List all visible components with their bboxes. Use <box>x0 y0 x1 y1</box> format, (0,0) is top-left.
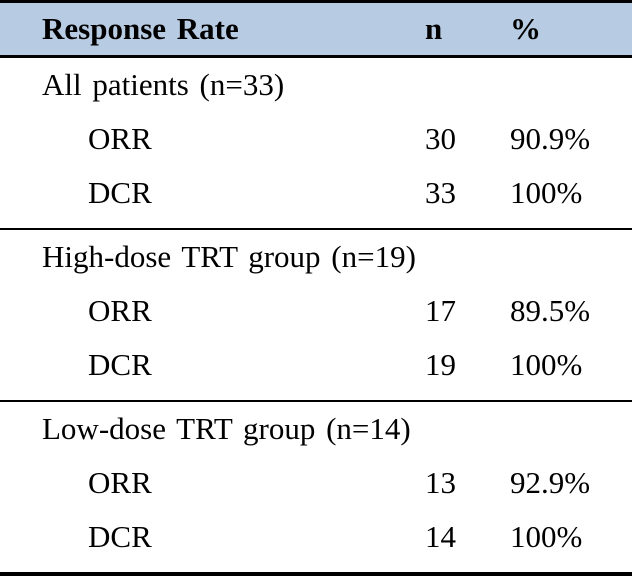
row-n-value: 13 <box>425 465 456 500</box>
row-percent-value: 100% <box>510 175 583 210</box>
row-n-value: 19 <box>425 347 456 382</box>
header-col-n: n <box>425 11 443 46</box>
section-title-row: All patients (n=33) <box>0 58 632 112</box>
section-title-row: Low-dose TRT group (n=14) <box>0 402 632 456</box>
row-n-value: 33 <box>425 175 456 210</box>
section-low-dose-trt: Low-dose TRT group (n=14) ORR 13 92.9% D… <box>0 402 632 572</box>
row-percent-value: 100% <box>510 347 583 382</box>
table-row: DCR 19 100% <box>0 338 632 392</box>
table-row: DCR 33 100% <box>0 166 632 220</box>
row-label: ORR <box>88 293 152 328</box>
row-label: DCR <box>88 347 152 382</box>
table-header-row: Response Rate n % <box>0 3 632 58</box>
table-row: DCR 14 100% <box>0 510 632 564</box>
row-n-value: 17 <box>425 293 456 328</box>
section-title: Low-dose TRT group (n=14) <box>42 411 411 446</box>
table-row: ORR 13 92.9% <box>0 456 632 510</box>
row-percent-value: 100% <box>510 519 583 554</box>
table-row: ORR 17 89.5% <box>0 284 632 338</box>
row-label: ORR <box>88 465 152 500</box>
row-label: DCR <box>88 519 152 554</box>
row-n-value: 14 <box>425 519 456 554</box>
section-all-patients: All patients (n=33) ORR 30 90.9% DCR 33 … <box>0 58 632 230</box>
header-response-rate: Response Rate <box>42 11 239 46</box>
row-percent-value: 89.5% <box>510 293 591 328</box>
header-col-percent: % <box>510 11 541 46</box>
section-high-dose-trt: High-dose TRT group (n=19) ORR 17 89.5% … <box>0 230 632 402</box>
row-n-value: 30 <box>425 121 456 156</box>
section-title: All patients (n=33) <box>42 67 285 102</box>
row-percent-value: 90.9% <box>510 121 591 156</box>
section-title-row: High-dose TRT group (n=19) <box>0 230 632 284</box>
row-label: ORR <box>88 121 152 156</box>
table-row: ORR 30 90.9% <box>0 112 632 166</box>
section-title: High-dose TRT group (n=19) <box>42 239 416 274</box>
row-percent-value: 92.9% <box>510 465 591 500</box>
row-label: DCR <box>88 175 152 210</box>
